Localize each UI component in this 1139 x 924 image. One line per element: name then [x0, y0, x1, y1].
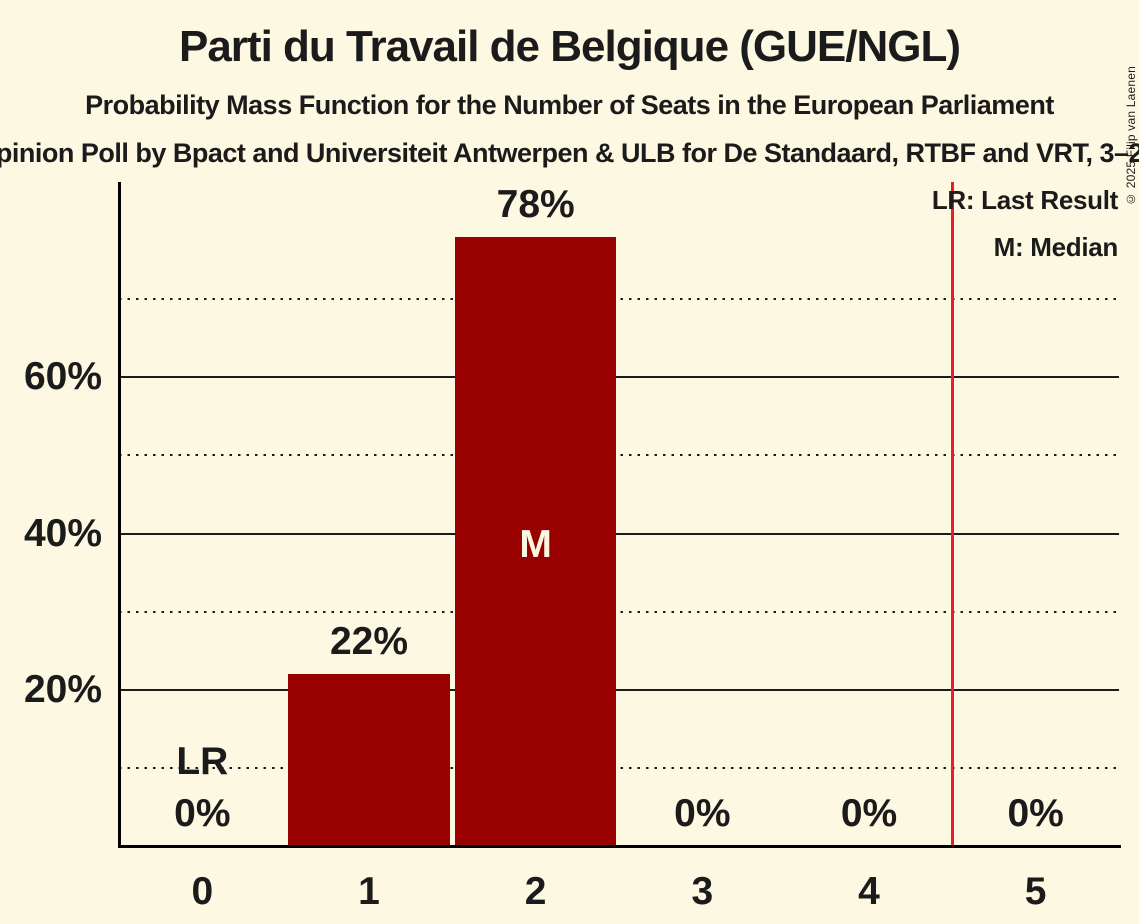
bar-value-label-4: 0%: [840, 792, 898, 835]
x-tick-label-1: 1: [358, 870, 380, 913]
x-tick-label-0: 0: [191, 870, 214, 913]
chart-title: Parti du Travail de Belgique (GUE/NGL): [178, 22, 961, 71]
bar-value-label-2: 78%: [496, 182, 575, 226]
bar-value-label-1: 22%: [329, 620, 409, 664]
bar-seats-2: [454, 236, 617, 846]
gridline-dotted-10: [119, 766, 1119, 769]
gridline-dotted-70: [119, 298, 1119, 301]
median-marker: M: [519, 523, 552, 566]
x-tick-label-4: 4: [858, 870, 880, 913]
y-tick-label-60: 60%: [23, 355, 102, 399]
bar-value-label-5: 0%: [1007, 792, 1064, 835]
gridline-dotted-30: [119, 610, 1119, 613]
y-tick-label-20: 20%: [23, 667, 102, 711]
bar-value-label-3: 0%: [674, 792, 731, 835]
copyright-notice: © 2025 Filip van Laenen: [1124, 65, 1138, 206]
gridline-solid-40: [119, 532, 1119, 535]
legend-median: M: Median: [993, 232, 1119, 262]
last-result-marker: LR: [176, 740, 229, 783]
chart-subtitle: Probability Mass Function for the Number…: [85, 90, 1054, 120]
gridline-solid-20: [119, 688, 1119, 691]
x-axis-line: [118, 845, 1121, 848]
bar-seats-1: [288, 674, 450, 846]
chart-subtitle-pollster: pinion Poll by Bpact and Universiteit An…: [0, 138, 1139, 168]
gridline-solid-60: [119, 376, 1119, 379]
bar-value-label-0: 0%: [174, 792, 231, 835]
legend-last-result: LR: Last Result: [931, 185, 1118, 215]
x-tick-label-2: 2: [524, 870, 547, 913]
x-tick-label-3: 3: [691, 870, 714, 913]
y-axis-line: [118, 182, 121, 848]
y-tick-label-40: 40%: [23, 511, 102, 555]
gridline-dotted-50: [119, 454, 1119, 457]
last-result-line: [950, 182, 954, 846]
x-tick-label-5: 5: [1024, 870, 1047, 913]
